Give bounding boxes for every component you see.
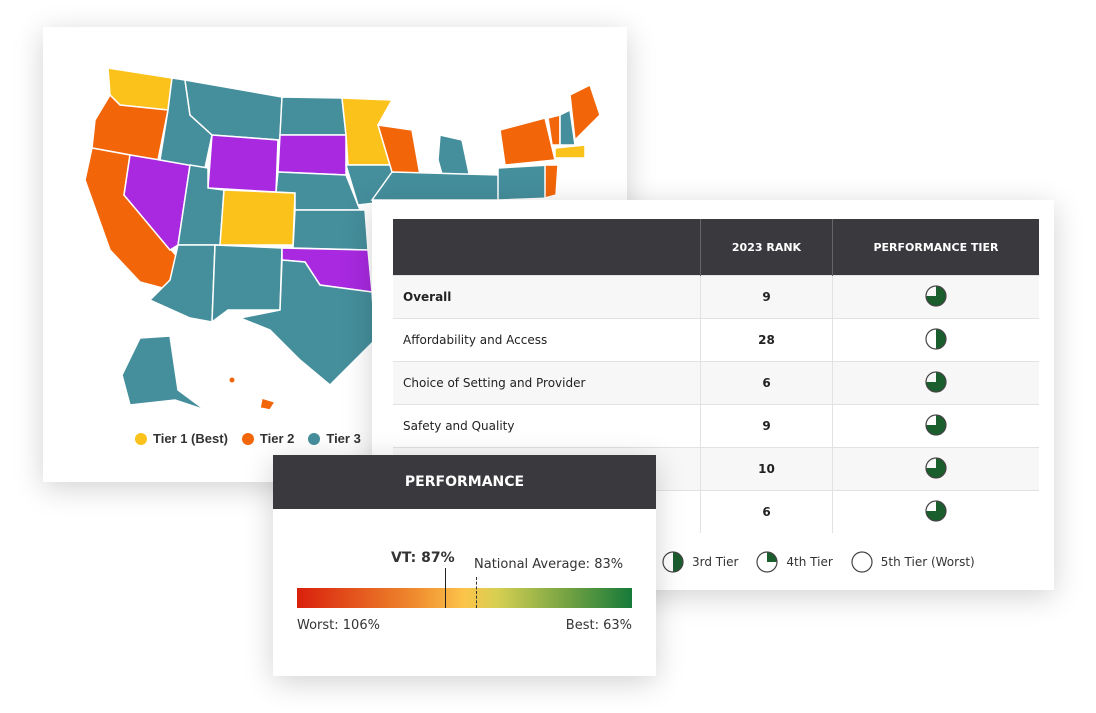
state-hi-island[interactable] bbox=[229, 377, 235, 383]
state-hi[interactable] bbox=[259, 397, 277, 411]
state-ak[interactable] bbox=[121, 335, 206, 411]
map-legend-item[interactable]: Tier 1 (Best) bbox=[135, 431, 228, 446]
state-pa[interactable] bbox=[497, 164, 553, 201]
performance-title: PERFORMANCE bbox=[273, 455, 656, 509]
tier-legend-label: 3rd Tier bbox=[692, 555, 739, 569]
tier-legend-label: 4th Tier bbox=[786, 555, 833, 569]
tier-legend-item: 5th Tier (Worst) bbox=[851, 551, 975, 573]
map-legend-label: Tier 2 bbox=[259, 431, 295, 446]
state-me[interactable] bbox=[569, 83, 601, 142]
tier-cell bbox=[832, 275, 1039, 319]
map-legend-item[interactable]: Tier 2 bbox=[241, 431, 295, 446]
legend-dot-icon bbox=[241, 432, 254, 445]
category-cell: Overall bbox=[393, 275, 701, 319]
legend-dot-icon bbox=[308, 432, 321, 445]
state-nd[interactable] bbox=[279, 96, 347, 136]
rank-cell: 6 bbox=[700, 361, 833, 405]
rank-cell: 9 bbox=[700, 404, 833, 448]
table-row: Safety and Quality 9 bbox=[393, 404, 1039, 448]
rank-cell: 10 bbox=[700, 447, 833, 491]
best-label: Best: 63% bbox=[565, 618, 632, 633]
tier-legend-item: 3rd Tier bbox=[662, 551, 738, 573]
tier-pie-icon bbox=[925, 499, 947, 525]
tier-pie-icon bbox=[925, 327, 947, 353]
state-ma[interactable] bbox=[554, 144, 586, 159]
legend-dot-icon bbox=[135, 432, 147, 445]
tier-pie-icon bbox=[662, 551, 684, 573]
state-tx[interactable] bbox=[237, 259, 376, 387]
state-midwest[interactable] bbox=[370, 171, 501, 201]
national-average-label: National Average: 83% bbox=[474, 557, 624, 572]
tier-legend-item: 4th Tier bbox=[756, 551, 833, 573]
state-co[interactable] bbox=[219, 189, 296, 246]
tier-legend: 3rd Tier 4th Tier 5th Tier (Worst) bbox=[662, 551, 975, 573]
header-category bbox=[393, 219, 701, 276]
state-value-label: VT: 87% bbox=[391, 550, 455, 566]
map-legend: Tier 1 (Best) Tier 2 Tier 3 bbox=[135, 431, 361, 446]
map-legend-item[interactable]: Tier 3 bbox=[308, 431, 361, 446]
category-cell: Affordability and Access bbox=[393, 318, 701, 362]
rank-cell: 28 bbox=[700, 318, 833, 362]
state-nh[interactable] bbox=[559, 108, 576, 146]
map-legend-label: Tier 1 (Best) bbox=[153, 431, 228, 446]
worst-label: Worst: 106% bbox=[297, 618, 380, 633]
us-tier-map bbox=[84, 67, 601, 411]
tier-cell bbox=[832, 361, 1039, 405]
tier-pie-icon bbox=[756, 551, 779, 573]
national-average-marker bbox=[476, 577, 478, 608]
tier-cell bbox=[832, 318, 1039, 362]
state-marker bbox=[445, 568, 447, 608]
category-cell: Choice of Setting and Provider bbox=[393, 361, 701, 405]
rank-cell: 6 bbox=[700, 490, 833, 533]
table-row: Overall 9 bbox=[393, 275, 1039, 319]
performance-gradient-bar bbox=[297, 588, 632, 608]
tier-pie-icon bbox=[925, 284, 947, 310]
tier-pie-icon bbox=[925, 413, 947, 439]
table-row: Affordability and Access 28 bbox=[393, 318, 1039, 362]
header-rank: 2023 RANK bbox=[700, 219, 833, 276]
map-legend-label: Tier 3 bbox=[326, 431, 361, 446]
tier-pie-icon bbox=[925, 456, 947, 482]
state-ny[interactable] bbox=[499, 117, 556, 166]
tier-pie-icon bbox=[851, 551, 873, 573]
performance-card: PERFORMANCE VT: 87% National Average: 83… bbox=[273, 455, 656, 676]
tier-cell bbox=[832, 447, 1039, 491]
state-nj[interactable] bbox=[544, 164, 559, 199]
category-cell: Safety and Quality bbox=[393, 404, 701, 448]
state-wy[interactable] bbox=[207, 134, 279, 193]
tier-legend-label: 5th Tier (Worst) bbox=[880, 555, 975, 569]
rank-cell: 9 bbox=[700, 275, 833, 319]
state-sd[interactable] bbox=[277, 134, 347, 176]
tier-pie-icon bbox=[925, 370, 947, 396]
state-ks[interactable] bbox=[292, 209, 369, 251]
tier-cell bbox=[832, 490, 1039, 533]
tier-cell bbox=[832, 404, 1039, 448]
header-tier: PERFORMANCE TIER bbox=[832, 219, 1039, 276]
state-nm[interactable] bbox=[211, 244, 283, 324]
table-row: Choice of Setting and Provider 6 bbox=[393, 361, 1039, 405]
